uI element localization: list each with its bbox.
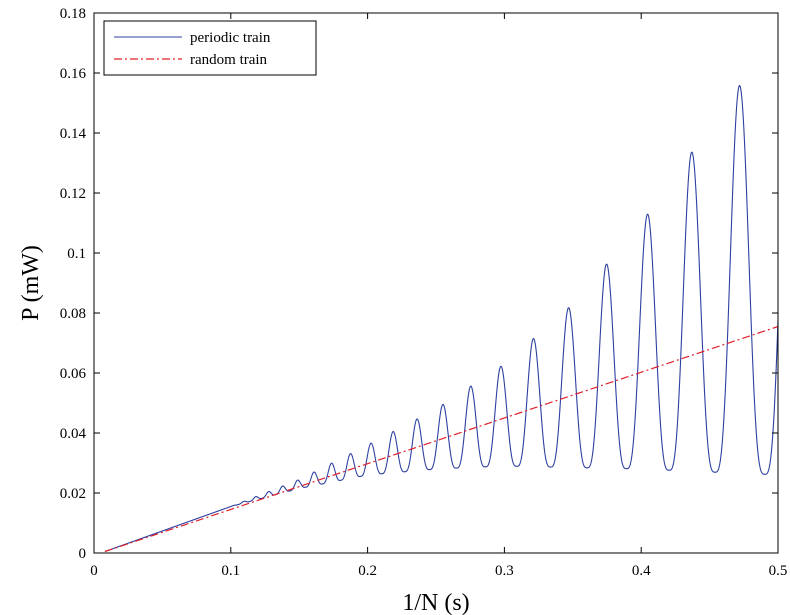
x-axis-title: 1/N (s)	[402, 590, 469, 615]
y-tick-label: 0.06	[60, 366, 87, 382]
y-tick-label: 0.12	[60, 186, 86, 202]
y-axis-title: P (mW)	[18, 245, 44, 321]
plot-area: 0 0.1 0.2 0.3 0.4 0.5 0 0.02 0.04 0.06 0.08 0.1 0.1…	[60, 6, 788, 579]
x-tick-label: 0.5	[769, 563, 788, 579]
x-axis-ticks: 0 0.1 0.2 0.3 0.4 0.5	[90, 13, 787, 579]
y-tick-label: 0.08	[60, 306, 86, 322]
series-line-periodic-train	[104, 85, 779, 553]
y-tick-label: 0	[79, 546, 87, 562]
series-layer	[104, 85, 779, 553]
legend-label-periodic-train: periodic train	[190, 30, 271, 46]
y-tick-label: 0.02	[60, 486, 86, 502]
legend-box	[103, 20, 317, 76]
axes-frame	[93, 12, 779, 554]
legend: periodic train random train	[103, 20, 317, 76]
x-tick-label: 0.1	[221, 563, 240, 579]
y-tick-label: 0.1	[67, 246, 86, 262]
x-tick-label: 0.2	[358, 563, 377, 579]
y-tick-label: 0.18	[60, 6, 86, 22]
x-tick-label: 0.4	[632, 563, 651, 579]
y-tick-label: 0.14	[60, 126, 87, 142]
legend-label-random-train: random train	[190, 52, 268, 68]
y-tick-label: 0.16	[60, 66, 87, 82]
y-tick-label: 0.04	[60, 426, 87, 442]
axes-background	[94, 13, 778, 553]
x-tick-label: 0	[90, 563, 98, 579]
series-line-random-train	[104, 325, 779, 553]
y-axis-ticks: 0 0.02 0.04 0.06 0.08 0.1 0.12 0.14 0.16 0.18	[60, 6, 778, 562]
x-tick-label: 0.3	[495, 563, 514, 579]
